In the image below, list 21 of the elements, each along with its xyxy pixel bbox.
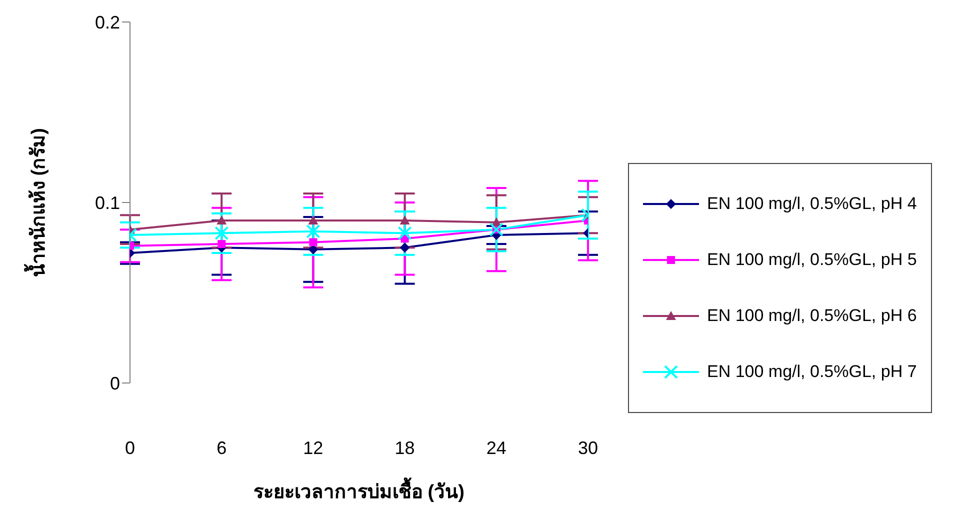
point	[400, 242, 410, 253]
legend-label: EN 100 mg/l, 0.5%GL, pH 4	[707, 194, 917, 214]
x-tick-label: 24	[486, 438, 506, 458]
y-tick-label: 0	[110, 373, 120, 394]
point	[400, 216, 410, 225]
x-tick-label: 0	[124, 438, 136, 458]
point	[218, 240, 226, 248]
legend-label: EN 100 mg/l, 0.5%GL, pH 7	[707, 362, 917, 382]
x-axis-title: ระยะเวลาการบ่มเชื้อ (วัน)	[254, 477, 464, 503]
legend-label: EN 100 mg/l, 0.5%GL, pH 6	[707, 306, 917, 326]
x-tick-label: 12	[303, 438, 324, 458]
x-tick-label: 18	[394, 438, 415, 458]
point	[308, 216, 318, 225]
point	[216, 216, 227, 225]
y-tick-label: 0.1	[94, 192, 120, 213]
point	[309, 238, 318, 246]
x-tick-label: 30	[578, 438, 598, 458]
y-tick-label: 0.2	[94, 12, 120, 32]
x-tick-label: 6	[216, 438, 227, 458]
y-axis-title: น้ำหนักแห้ง (กรัม)	[24, 128, 50, 277]
legend-label: EN 100 mg/l, 0.5%GL, pH 5	[707, 250, 917, 270]
